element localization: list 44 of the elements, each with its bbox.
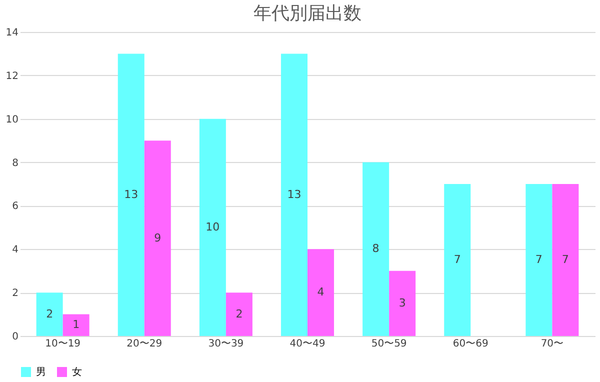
y-tick-label: 8	[12, 158, 18, 169]
bar	[199, 118, 226, 336]
data-label: 3	[398, 296, 406, 310]
x-tick-label: 30〜39	[208, 338, 244, 350]
data-label: 13	[124, 188, 138, 201]
legend-label: 男	[36, 367, 46, 378]
bar	[389, 270, 416, 336]
y-tick-label: 4	[12, 244, 18, 256]
x-tick-label: 70〜	[540, 338, 564, 350]
data-label: 2	[46, 307, 54, 320]
data-label: 9	[154, 231, 162, 244]
data-label: 1	[72, 318, 80, 332]
y-tick-label: 12	[6, 70, 18, 82]
bar	[362, 162, 390, 336]
data-label: 7	[535, 253, 542, 266]
data-label: 2	[236, 307, 243, 320]
data-label: 13	[287, 188, 302, 201]
x-tick-label: 60〜69	[452, 338, 488, 350]
data-label: 8	[372, 242, 380, 256]
bar	[36, 292, 63, 336]
data-label: 10	[206, 220, 220, 234]
x-tick-label: 40〜49	[290, 338, 326, 350]
bar	[226, 292, 252, 336]
y-tick-label: 2	[12, 288, 18, 300]
chart-title: 年代別届出数	[254, 3, 362, 24]
y-tick-label: 6	[12, 201, 18, 212]
x-tick-label: 50〜59	[371, 338, 407, 350]
y-tick-label: 0	[12, 332, 18, 342]
y-tick-label: 10	[6, 114, 18, 126]
data-label: 4	[317, 286, 324, 299]
bar	[552, 184, 579, 336]
y-tick-label: 14	[6, 28, 18, 38]
bar	[526, 184, 552, 336]
bar	[62, 314, 90, 336]
bar	[144, 140, 171, 336]
data-label: 7	[562, 253, 569, 266]
bar	[280, 54, 308, 336]
x-tick-label: 20〜29	[126, 338, 162, 350]
bar	[444, 184, 471, 336]
data-label: 7	[454, 253, 461, 266]
bar	[308, 249, 334, 336]
bar	[118, 54, 144, 336]
legend-label: 女	[72, 366, 82, 378]
x-tick-label: 10〜19	[45, 338, 81, 350]
